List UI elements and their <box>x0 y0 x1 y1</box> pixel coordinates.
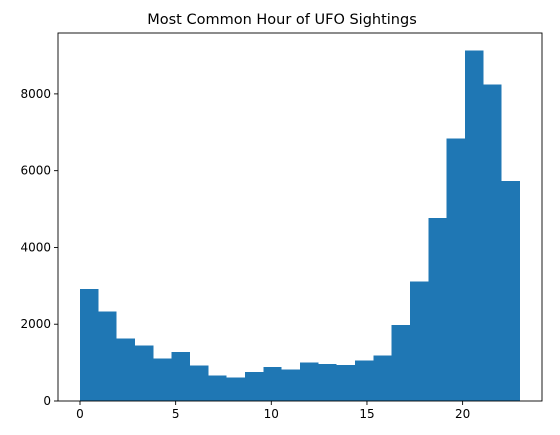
histogram-bar <box>410 281 429 401</box>
histogram-bar <box>373 355 392 401</box>
y-tick-label: 8000 <box>20 87 51 101</box>
histogram-bar <box>336 364 355 401</box>
y-tick-label: 6000 <box>20 164 51 178</box>
chart-title: Most Common Hour of UFO Sightings <box>147 12 417 28</box>
histogram-bar <box>501 181 520 401</box>
x-tick-label: 5 <box>172 407 180 421</box>
histogram-bar <box>226 377 245 401</box>
histogram-bar <box>190 365 209 401</box>
x-axis-ticks: 0 5 10 15 20 <box>76 401 470 421</box>
x-tick-label: 0 <box>76 407 84 421</box>
histogram-bar <box>116 338 135 401</box>
y-tick-label: 0 <box>43 394 51 408</box>
x-tick-label: 20 <box>455 407 470 421</box>
y-tick-label: 4000 <box>20 240 51 254</box>
histogram-bar <box>446 138 465 402</box>
histogram-bar <box>153 358 172 401</box>
histogram-bar <box>281 369 300 401</box>
axes-group <box>57 32 543 402</box>
histogram-bar <box>263 367 282 401</box>
histogram-bar <box>300 362 319 401</box>
histogram-bar <box>355 360 374 401</box>
histogram-bar <box>208 375 227 401</box>
histogram-bar <box>171 352 190 401</box>
histogram-bar <box>245 372 264 401</box>
bars-group <box>80 50 520 402</box>
x-tick-label: 10 <box>264 407 279 421</box>
plot-frame <box>57 32 543 402</box>
histogram-bar <box>80 288 99 401</box>
histogram-bar <box>465 50 484 402</box>
histogram-bar <box>428 217 447 401</box>
histogram-bar <box>98 311 117 401</box>
histogram-bar <box>483 84 502 401</box>
y-tick-label: 2000 <box>20 317 51 331</box>
histogram-bar <box>135 345 154 401</box>
x-tick-label: 15 <box>359 407 374 421</box>
histogram-bar <box>391 324 410 401</box>
histogram-bar <box>318 364 337 401</box>
y-axis-ticks: 0 2000 4000 6000 8000 <box>20 87 58 408</box>
